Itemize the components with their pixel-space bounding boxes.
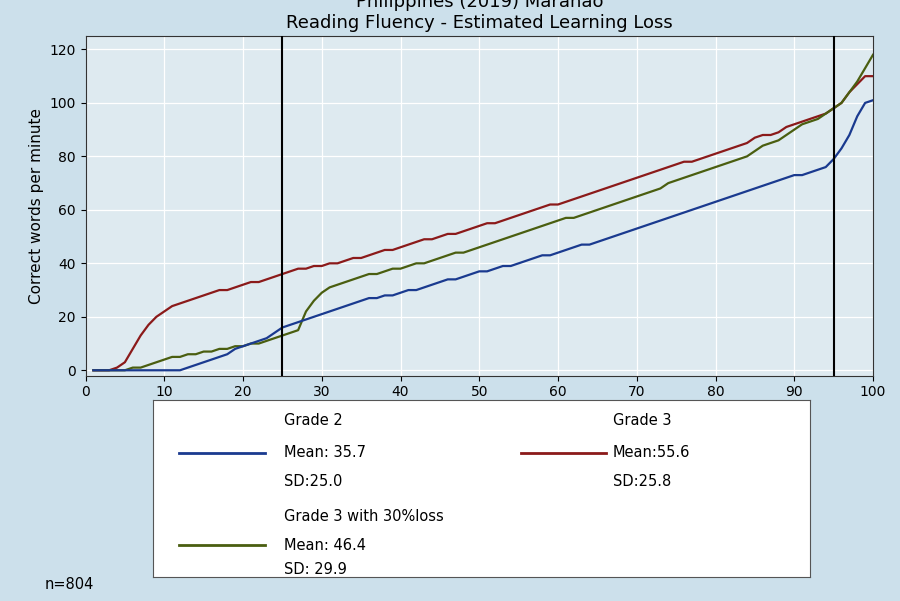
Title: Philippines (2019) Maranao
Reading Fluency - Estimated Learning Loss: Philippines (2019) Maranao Reading Fluen…: [286, 0, 672, 32]
Text: SD:25.0: SD:25.0: [284, 474, 343, 489]
Text: Grade 3: Grade 3: [613, 413, 671, 429]
Text: SD: 29.9: SD: 29.9: [284, 563, 347, 578]
Text: n=804: n=804: [45, 577, 94, 592]
Text: Mean:55.6: Mean:55.6: [613, 445, 690, 460]
Y-axis label: Correct words per minute: Correct words per minute: [29, 108, 44, 304]
Text: Grade 2: Grade 2: [284, 413, 343, 429]
Text: Mean: 46.4: Mean: 46.4: [284, 537, 366, 552]
Text: Mean: 35.7: Mean: 35.7: [284, 445, 366, 460]
Text: Grade 3 with 30%loss: Grade 3 with 30%loss: [284, 509, 445, 524]
Text: SD:25.8: SD:25.8: [613, 474, 671, 489]
X-axis label: Percentile: Percentile: [438, 405, 520, 423]
